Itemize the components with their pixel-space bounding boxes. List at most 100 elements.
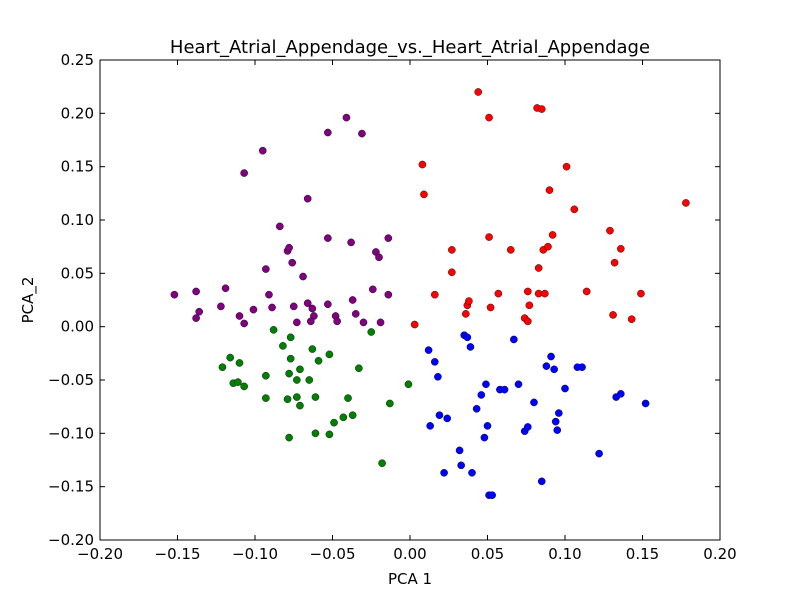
- data-point: [333, 317, 341, 326]
- series-0: [170, 113, 393, 328]
- x-tick-label: −0.15: [155, 545, 201, 563]
- data-point: [308, 304, 317, 313]
- data-point: [325, 350, 334, 359]
- data-point: [262, 265, 270, 273]
- data-point: [269, 326, 278, 334]
- x-tick-label: 0.05: [471, 545, 504, 563]
- data-point: [283, 395, 292, 404]
- data-point: [418, 160, 427, 169]
- y-tick-label: 0.10: [61, 211, 94, 229]
- data-point: [534, 264, 543, 272]
- data-point: [308, 345, 317, 353]
- data-point: [258, 146, 267, 155]
- data-points: [170, 88, 690, 500]
- data-point: [342, 113, 351, 122]
- data-point: [235, 312, 244, 320]
- data-point: [448, 268, 456, 277]
- data-point: [268, 303, 276, 312]
- y-axis-label: PCA_2: [19, 277, 38, 324]
- data-point: [324, 234, 332, 242]
- y-tick-label: 0.05: [61, 264, 94, 282]
- data-point: [262, 394, 270, 402]
- data-point: [494, 289, 503, 298]
- y-tick-label: 0.20: [61, 104, 94, 122]
- data-point: [293, 393, 301, 401]
- data-point: [434, 372, 442, 381]
- y-tick-label: −0.10: [48, 424, 94, 442]
- data-point: [637, 289, 645, 298]
- data-point: [486, 303, 495, 312]
- data-point: [641, 399, 650, 408]
- y-axis-ticks: −0.20 −0.15 −0.10 −0.05 0.00 0.05 0.10 0.15 0.20…: [48, 51, 720, 549]
- x-tick-label: 0.10: [548, 545, 581, 563]
- data-point: [477, 391, 486, 399]
- data-point: [510, 335, 518, 344]
- data-point: [480, 433, 489, 442]
- data-point: [249, 305, 258, 314]
- data-point: [288, 258, 297, 267]
- data-point: [324, 300, 332, 309]
- data-point: [544, 242, 552, 251]
- data-point: [170, 290, 179, 299]
- data-point: [314, 356, 323, 365]
- x-axis-ticks: −0.20 −0.15 −0.10 −0.05 0.00 0.05 0.10 0.15 0.20: [77, 60, 737, 563]
- data-point: [303, 299, 312, 308]
- data-point: [305, 376, 314, 384]
- data-point: [384, 234, 393, 242]
- data-point: [609, 311, 617, 319]
- data-point: [240, 382, 248, 391]
- data-point: [303, 194, 312, 203]
- data-point: [348, 411, 357, 420]
- data-point: [420, 190, 428, 199]
- data-point: [285, 433, 293, 442]
- data-point: [545, 186, 554, 194]
- data-point: [344, 394, 352, 402]
- data-point: [530, 398, 538, 407]
- y-tick-label: 0.00: [61, 318, 94, 336]
- data-point: [541, 289, 549, 298]
- data-point: [195, 307, 203, 316]
- series-2: [410, 88, 690, 329]
- data-point: [376, 318, 385, 327]
- data-point: [217, 302, 225, 311]
- data-point: [192, 314, 200, 322]
- data-point: [306, 317, 315, 326]
- data-point: [463, 333, 472, 342]
- data-point: [435, 411, 444, 420]
- data-point: [347, 238, 355, 247]
- data-point: [537, 477, 546, 486]
- data-point: [368, 285, 377, 294]
- data-point: [430, 290, 439, 299]
- y-tick-label: 0.15: [61, 158, 94, 176]
- series-1: [218, 326, 413, 468]
- data-point: [235, 359, 244, 367]
- data-point: [218, 363, 227, 372]
- data-point: [293, 376, 301, 384]
- data-point: [296, 401, 304, 410]
- data-point: [472, 404, 481, 413]
- data-point: [339, 413, 348, 422]
- data-point: [488, 491, 496, 500]
- data-point: [234, 378, 242, 386]
- data-point: [410, 320, 419, 329]
- data-point: [482, 380, 490, 389]
- data-point: [226, 353, 234, 362]
- data-point: [555, 409, 563, 417]
- x-tick-label: 0.00: [393, 545, 426, 563]
- x-tick-label: 0.20: [703, 545, 736, 563]
- data-point: [192, 287, 200, 296]
- data-point: [240, 319, 248, 328]
- data-point: [430, 358, 439, 366]
- data-point: [296, 365, 304, 374]
- data-point: [286, 354, 295, 363]
- y-tick-label: 0.25: [61, 51, 94, 69]
- data-point: [240, 169, 248, 177]
- data-point: [525, 301, 534, 310]
- data-point: [367, 328, 376, 336]
- data-point: [426, 422, 434, 430]
- data-point: [355, 364, 363, 373]
- y-tick-label: −0.15: [48, 478, 94, 496]
- data-point: [542, 362, 551, 370]
- y-tick-label: −0.05: [48, 371, 94, 389]
